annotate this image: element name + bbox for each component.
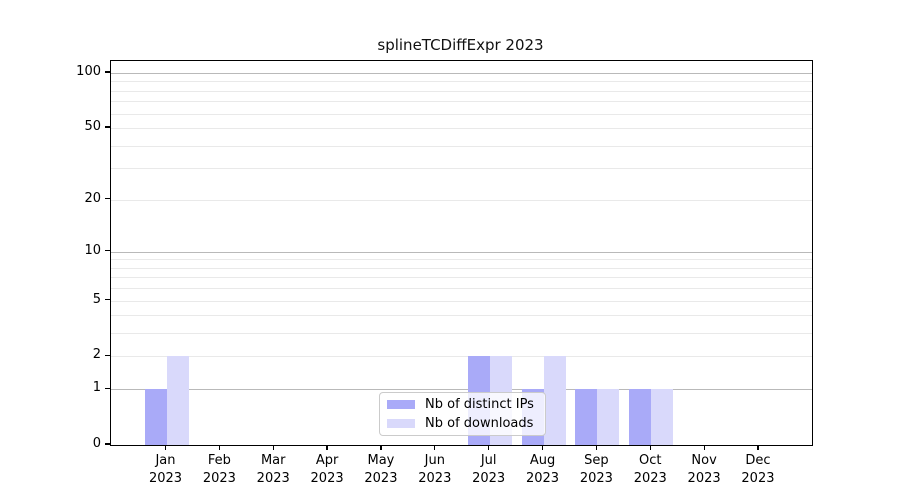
bar-nb-of-distinct-ips-sep <box>575 389 598 445</box>
x-axis-tick-label: Jan 2023 <box>148 453 183 486</box>
minor-gridline <box>111 333 812 335</box>
legend-swatch-distinct-ips <box>387 400 415 409</box>
plot-area <box>110 60 813 446</box>
minor-gridline <box>111 300 812 302</box>
y-axis-tick <box>105 71 110 73</box>
legend-row: Nb of distinct IPs <box>387 397 537 412</box>
y-axis-tick-label: 100 <box>76 64 101 79</box>
x-axis-tick-label: Sep 2023 <box>579 453 613 486</box>
x-axis-tick <box>541 445 544 450</box>
x-axis-tick-label: Oct 2023 <box>633 453 667 486</box>
x-axis-tick <box>164 445 167 450</box>
minor-gridline <box>111 315 812 317</box>
minor-gridline <box>111 277 812 279</box>
x-axis-tick <box>595 445 597 450</box>
x-axis-tick-label: Mar 2023 <box>256 453 290 486</box>
y-axis-tick <box>105 298 110 301</box>
x-axis-tick <box>434 445 436 450</box>
y-axis-tick-label: 10 <box>84 242 101 258</box>
y-axis-tick <box>105 197 110 200</box>
legend-label: Nb of distinct IPs <box>425 397 534 412</box>
y-axis-tick <box>105 126 110 128</box>
y-axis-tick-label: 50 <box>84 119 101 135</box>
chart-title: splineTCDiffExpr 2023 <box>377 36 544 54</box>
x-axis-tick <box>326 445 328 450</box>
bar-nb-of-downloads-sep <box>597 389 620 445</box>
minor-gridline <box>111 128 812 130</box>
x-axis-tick-label: Apr 2023 <box>310 453 344 486</box>
x-axis-tick <box>757 445 759 450</box>
y-axis-tick <box>105 387 110 389</box>
minor-gridline <box>111 101 812 103</box>
bar-nb-of-downloads-aug <box>543 356 566 445</box>
y-axis-tick-label: 20 <box>84 190 101 206</box>
major-gridline <box>111 251 812 253</box>
bar-nb-of-distinct-ips-jan <box>144 389 167 445</box>
minor-gridline <box>111 259 812 261</box>
y-axis-tick <box>105 443 110 445</box>
minor-gridline <box>111 113 812 115</box>
legend: Nb of distinct IPs Nb of downloads <box>379 392 546 436</box>
minor-gridline <box>111 199 812 201</box>
minor-gridline <box>111 267 812 269</box>
x-axis-tick-label: Jul 2023 <box>472 453 506 486</box>
minor-gridline <box>111 288 812 290</box>
x-axis-tick-label: May 2023 <box>364 453 398 486</box>
minor-gridline <box>111 356 812 358</box>
x-axis-tick <box>703 445 705 450</box>
x-axis-tick-label: Jun 2023 <box>418 453 452 486</box>
bar-nb-of-downloads-oct <box>651 389 674 445</box>
minor-gridline <box>111 90 812 92</box>
minor-gridline <box>111 81 812 83</box>
x-axis-tick <box>218 445 220 450</box>
bar-nb-of-distinct-ips-oct <box>629 389 652 445</box>
major-gridline <box>111 389 812 391</box>
major-gridline <box>111 73 812 74</box>
x-axis-tick <box>380 445 382 450</box>
x-axis-tick-label: Aug 2023 <box>525 453 560 486</box>
y-axis-tick-label: 0 <box>92 436 101 451</box>
y-axis-tick <box>105 354 110 357</box>
x-axis-tick <box>488 445 490 450</box>
y-axis-tick-label: 2 <box>92 347 101 363</box>
x-axis-tick-label: Nov 2023 <box>687 453 721 486</box>
x-axis-tick-label: Dec 2023 <box>741 453 775 486</box>
y-axis-tick <box>105 250 110 252</box>
y-axis-tick-label: 5 <box>92 291 101 307</box>
legend-label: Nb of downloads <box>425 416 534 431</box>
legend-swatch-downloads <box>387 419 415 428</box>
legend-row: Nb of downloads <box>387 416 537 431</box>
x-axis-tick-label: Feb 2023 <box>202 453 236 486</box>
y-axis-tick-label: 1 <box>92 380 101 396</box>
minor-gridline <box>111 168 812 170</box>
minor-gridline <box>111 145 812 147</box>
bar-nb-of-downloads-jan <box>166 356 189 445</box>
x-axis-tick <box>272 445 274 450</box>
x-axis-tick <box>649 445 651 450</box>
